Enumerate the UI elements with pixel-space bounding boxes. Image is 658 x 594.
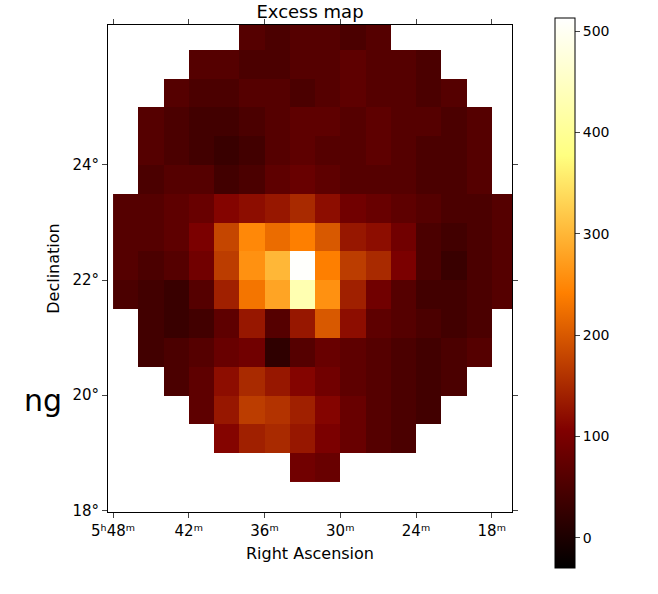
svg-text:22°: 22° xyxy=(72,271,99,289)
svg-text:18°: 18° xyxy=(72,502,99,520)
svg-text:300: 300 xyxy=(583,226,610,242)
svg-text:Declination: Declination xyxy=(44,223,63,313)
svg-text:30ᵐ: 30ᵐ xyxy=(326,522,354,540)
svg-text:42ᵐ: 42ᵐ xyxy=(175,522,203,540)
svg-text:0: 0 xyxy=(583,530,592,546)
svg-text:ng: ng xyxy=(24,383,62,418)
svg-text:400: 400 xyxy=(583,124,610,140)
svg-text:Right Ascension: Right Ascension xyxy=(246,544,374,563)
svg-text:36ᵐ: 36ᵐ xyxy=(250,522,278,540)
svg-text:100: 100 xyxy=(583,428,610,444)
svg-text:500: 500 xyxy=(583,23,610,39)
svg-text:24°: 24° xyxy=(72,156,99,174)
svg-text:200: 200 xyxy=(583,327,610,343)
svg-text:Excess map: Excess map xyxy=(256,1,363,22)
svg-text:18ᵐ: 18ᵐ xyxy=(478,522,506,540)
svg-text:5ʰ48ᵐ: 5ʰ48ᵐ xyxy=(91,522,135,540)
svg-text:24ᵐ: 24ᵐ xyxy=(402,522,430,540)
svg-text:20°: 20° xyxy=(72,386,99,404)
